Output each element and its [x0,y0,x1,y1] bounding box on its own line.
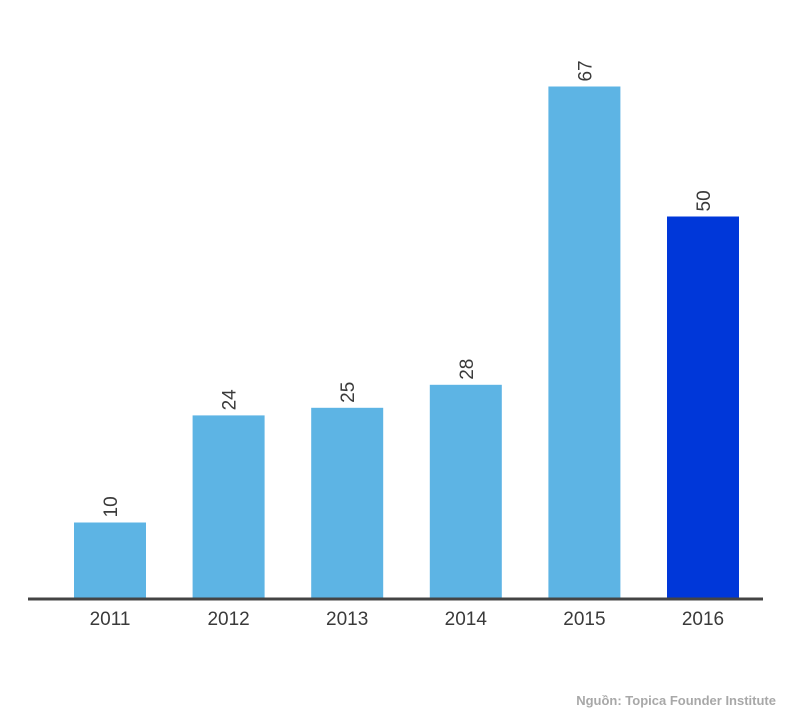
value-label-2011: 10 [101,496,122,517]
bar-2012 [192,415,265,599]
value-label-2014: 28 [457,359,478,380]
value-label-2012: 24 [220,389,241,411]
source-note: Nguồn: Topica Founder Institute [576,693,776,708]
bar-2016 [667,216,739,599]
value-label-2016: 50 [694,190,715,211]
bar-2015 [548,86,621,599]
x-tick-label-2012: 2012 [207,609,249,630]
value-labels-group: 10 24 25 28 67 50 [101,60,715,517]
bars-group [74,86,739,599]
bar-2014 [429,384,502,599]
value-label-2015: 67 [575,60,596,81]
x-tick-label-2015: 2015 [563,609,605,630]
value-label-2013: 25 [338,382,359,403]
x-tick-label-2016: 2016 [682,609,724,630]
x-tick-labels-group: 2011 2012 2013 2014 2015 2016 [90,609,725,630]
bar-2013 [311,407,384,599]
x-tick-label-2014: 2014 [445,609,488,630]
x-tick-label-2013: 2013 [326,609,368,630]
x-tick-label-2011: 2011 [90,609,131,630]
bar-2011 [74,522,146,599]
